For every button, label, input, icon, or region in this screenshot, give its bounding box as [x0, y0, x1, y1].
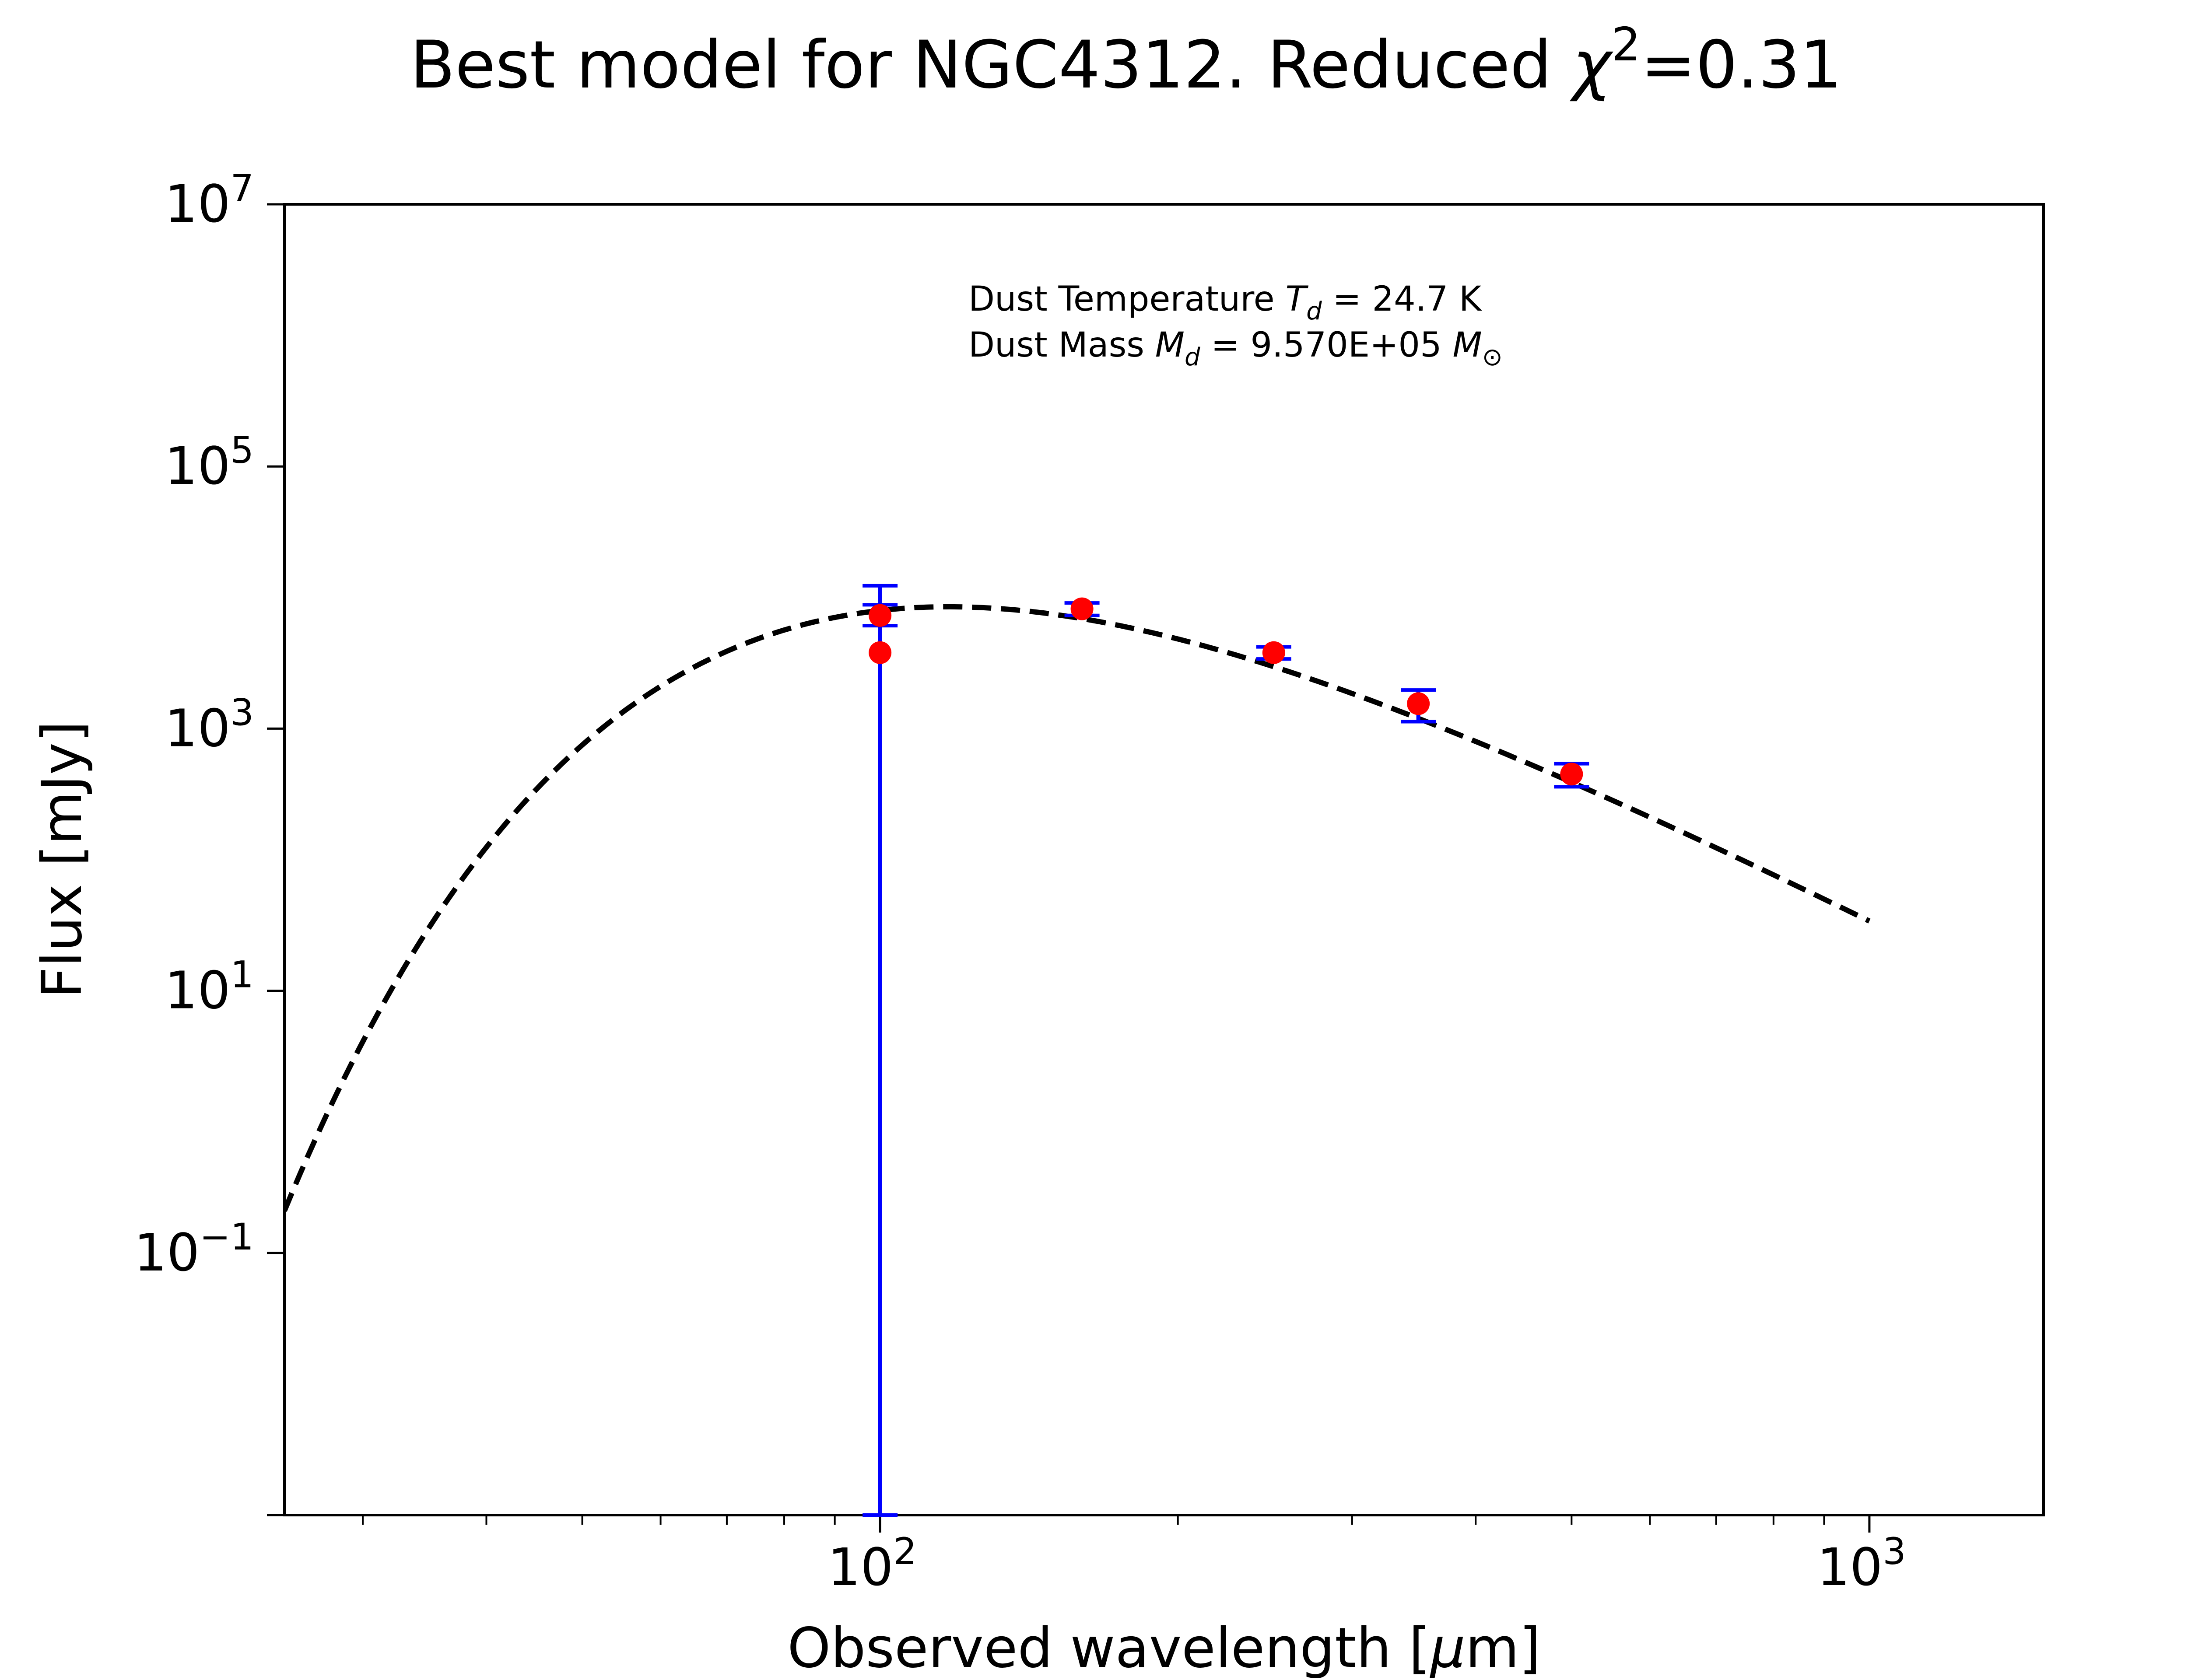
annotation-dust-mass: Dust Mass Md = 9.570E+05 M⊙ [968, 326, 1503, 371]
y-tick-label: 10−1 [134, 1215, 254, 1283]
annotation-dust-temperature: Dust Temperature Td = 24.7 K [968, 280, 1482, 326]
data-point [1070, 597, 1094, 620]
data-point [869, 604, 892, 627]
y-axis-label: Flux [mJy] [30, 721, 94, 999]
y-tick-label: 107 [165, 167, 254, 234]
data-points-layer [869, 597, 1583, 786]
y-tick-label: 101 [165, 953, 254, 1021]
y-tick-label: 103 [165, 691, 254, 758]
chart-title: Best model for NGC4312. Reduced χ2=0.31 [410, 18, 1842, 103]
data-point [1262, 641, 1285, 664]
data-point [1407, 692, 1430, 715]
data-point [869, 641, 892, 664]
x-axis-label: Observed wavelength [μm] [787, 1616, 1541, 1680]
axis-ticks [267, 203, 1871, 1533]
x-tick-label: 102 [828, 1530, 917, 1597]
plot-area [283, 203, 2045, 1516]
x-tick-label: 103 [1817, 1530, 1906, 1597]
axis-tick-labels: 102 103 10−1 101 103 105 107 [134, 167, 1906, 1597]
model-curve-layer [284, 604, 1871, 1212]
data-point [1560, 763, 1583, 786]
y-tick-label: 105 [165, 429, 254, 496]
model-curve [284, 604, 1871, 1212]
errorbar-layer [863, 584, 1589, 1517]
